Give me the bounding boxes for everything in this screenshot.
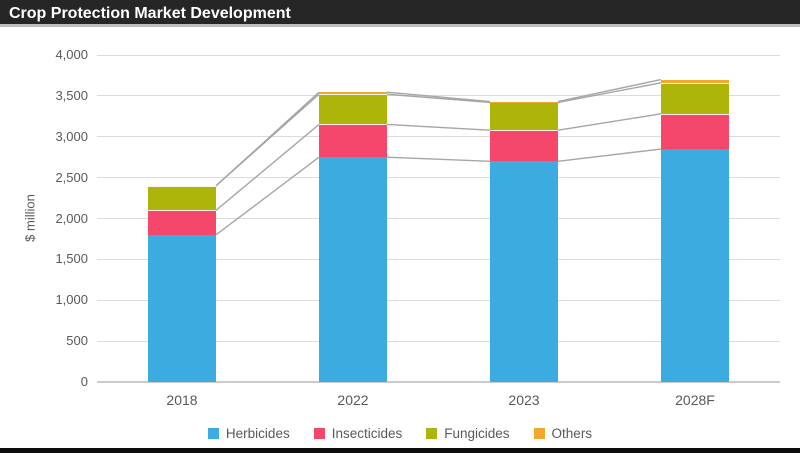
legend-label-insecticides: Insecticides [331,425,403,441]
bar-segment-herbicides-2028f [661,149,729,382]
gridline [97,177,780,179]
bar-segment-herbicides-2018 [148,234,216,382]
bar-segment-fungicides-2023 [490,102,558,131]
legend-item-fungicides: Fungicides [426,425,510,441]
gridline [97,218,780,219]
series-line-insecticides [215,123,320,211]
gridline [97,136,780,138]
series-line-herbicides [557,148,662,162]
legend-label-herbicides: Herbicides [225,425,290,441]
chart-title: Crop Protection Market Development [9,5,291,22]
y-tick-label: 3,000 [55,128,88,144]
bar-segment-fungicides-2028f [661,82,729,114]
bottom-border-strip [0,448,800,453]
gridline [97,54,780,56]
series-line-insecticides [557,113,662,131]
gridline [97,258,780,260]
bar-segment-herbicides-2022 [319,157,387,382]
bar-segment-others-2023 [490,101,558,103]
bar-segment-others-2028f [661,79,729,83]
series-line-herbicides [386,156,491,162]
y-tick-label: 4,000 [55,47,88,62]
bar-segment-fungicides-2018 [148,185,216,211]
category-label-2023: 2023 [508,392,540,408]
gridline [97,299,780,301]
y-tick-label: 2,000 [55,210,88,226]
y-tick-label: 1,000 [55,292,88,308]
legend-item-others: Others [533,425,593,441]
legend-swatch-fungicides [426,427,438,439]
y-tick-label: 500 [66,333,88,349]
legend: Herbicides Insecticides Fungicides Others [0,421,800,445]
y-tick-label: 3,500 [55,87,88,103]
series-line-others [386,91,491,103]
y-tick-label: 2,500 [55,169,88,185]
bar-segment-insecticides-2018 [148,210,216,235]
bar-segment-insecticides-2023 [490,130,558,162]
title-bar: Crop Protection Market Development [0,0,800,27]
series-line-herbicides [215,156,320,236]
legend-swatch-herbicides [207,427,219,439]
bar-segment-others-2022 [319,92,387,95]
legend-swatch-others [533,427,545,439]
bar-segment-fungicides-2022 [319,94,387,125]
legend-item-insecticides: Insecticides [313,425,403,441]
y-tick-label: 1,500 [55,251,88,267]
series-line-others [557,78,662,103]
bar-segment-insecticides-2022 [319,124,387,158]
gridline [97,340,780,342]
bar-segment-insecticides-2028f [661,113,729,149]
series-line-fungicides [557,82,662,104]
series-line-insecticides [386,123,491,131]
y-tick-label: 0 [80,374,88,389]
legend-item-herbicides: Herbicides [207,425,290,441]
category-label-2022: 2022 [337,392,369,408]
bar-segment-herbicides-2023 [490,161,558,382]
category-label-2028f: 2028F [675,392,715,408]
legend-label-others: Others [551,425,593,441]
category-label-2018: 2018 [166,392,198,408]
x-axis-line [97,381,780,383]
legend-swatch-insecticides [313,427,325,439]
series-line-others [215,91,320,187]
series-line-fungicides [215,93,320,187]
legend-label-fungicides: Fungicides [444,425,510,441]
